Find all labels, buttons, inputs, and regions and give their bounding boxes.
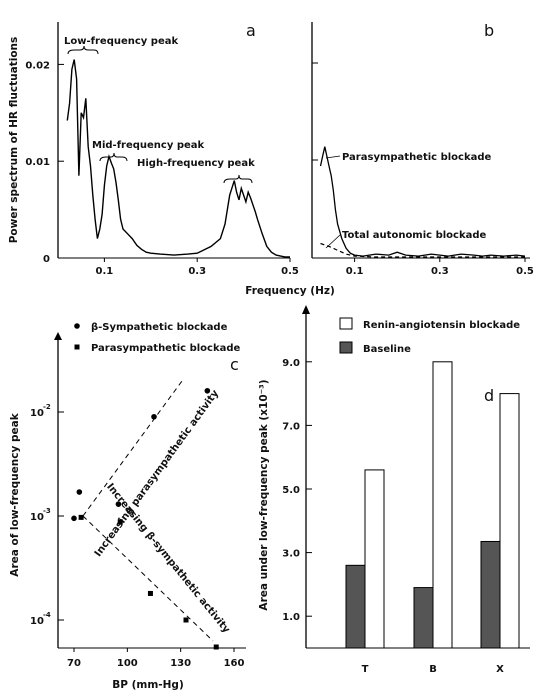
panel-c: c Area of low-frequency peak BP (mm-Hg) …: [9, 322, 246, 691]
panel-a-x-tick-label: 0.5: [281, 266, 299, 277]
increasing-parasympathetic-label: Increasing parasympathetic activity: [93, 388, 222, 559]
panel-d-y-ticks: 1.0 3.0 5.0 7.0 9.0: [282, 358, 312, 623]
legend-marker-parasympathetic: [74, 344, 80, 350]
panel-d-y-tick-label: 5.0: [282, 485, 300, 496]
panel-c-y-tick-exponent: -3: [43, 507, 51, 515]
panel-b-x-tick-label: 0.3: [431, 266, 449, 277]
panel-c-x-tick-label: 100: [117, 658, 138, 669]
legend-label-beta-sympathetic: β-Sympathetic blockade: [91, 322, 228, 333]
point-parasympathetic-blockade: [213, 644, 219, 650]
panel-a-y-tick-label: 0.01: [25, 157, 50, 168]
panel-c-ylabel: Area of low-frequency peak: [9, 412, 21, 576]
panel-c-x-tick-label: 160: [224, 658, 245, 669]
bar-renin-angiotensin-blockade: [499, 393, 520, 649]
panel-c-y-axis-arrow: [54, 332, 62, 340]
panel-c-label: c: [230, 355, 239, 374]
bar-baseline: [413, 587, 434, 649]
legend-label-renin: Renin-angiotensin blockade: [363, 320, 520, 331]
point-parasympathetic-blockade: [183, 617, 189, 623]
panel-c-y-tick-label: 10: [30, 408, 44, 419]
point-parasympathetic-blockade: [117, 519, 123, 525]
panel-d-category-label: B: [429, 664, 437, 675]
point-parasympathetic-blockade: [78, 514, 84, 520]
parasympathetic-trend-line: [82, 380, 183, 517]
bar-renin-angiotensin-blockade: [432, 361, 453, 649]
panel-d: d Area under low-frequency peak (x10⁻³) …: [258, 305, 530, 675]
point-beta-sympathetic-blockade: [71, 515, 77, 522]
bar-renin-angiotensin-blockade: [364, 469, 385, 649]
panel-d-y-axis-arrow: [302, 305, 310, 314]
panel-d-ylabel: Area under low-frequency peak (x10⁻³): [258, 379, 270, 610]
panel-c-legend: β-Sympathetic blockade Parasympathetic b…: [74, 322, 241, 354]
point-beta-sympathetic-blockade: [76, 489, 83, 495]
increasing-sympathetic-label: Increasing β-sympathetic activity: [104, 482, 232, 636]
panel-d-y-tick-label: 1.0: [282, 612, 300, 623]
panel-a-y-ticks: 0 0.01 0.02: [25, 60, 64, 265]
panel-d-category-label: X: [496, 664, 504, 675]
panel-b-x-tick-label: 0.5: [516, 266, 534, 277]
panel-a-spectrum-line: [66, 59, 290, 258]
point-beta-sympathetic-blockade: [115, 501, 122, 507]
panel-b: b 0.1 0.3 0.5 Parasympathetic blockade Tot…: [245, 21, 534, 297]
panel-b-label: b: [484, 21, 494, 40]
panel-c-x-tick-label: 130: [170, 658, 191, 669]
low-frequency-peak-brace: [67, 45, 99, 55]
panel-a-label: a: [246, 21, 256, 40]
panel-a-x-tick-label: 0.3: [188, 266, 206, 277]
panel-c-y-tick-exponent: -4: [43, 611, 51, 619]
panel-a-y-tick-label: 0: [43, 254, 50, 265]
panel-c-x-tick-label: 70: [67, 658, 81, 669]
panel-b-parasympathetic-line: [319, 146, 526, 257]
low-frequency-peak-label: Low-frequency peak: [64, 36, 178, 47]
high-frequency-peak-brace: [223, 174, 253, 184]
panel-c-y-ticks: 10-210-310-4: [30, 403, 64, 627]
bar-baseline: [480, 540, 501, 649]
panel-c-y-tick-label: 10: [30, 616, 44, 627]
total-autonomic-pointer: [325, 234, 341, 249]
legend-swatch-renin: [339, 317, 353, 330]
panel-d-legend: Renin-angiotensin blockade Baseline: [339, 317, 520, 355]
panel-c-xlabel: BP (mm-Hg): [112, 679, 184, 691]
panel-c-points: [71, 387, 219, 650]
point-parasympathetic-blockade: [147, 590, 153, 596]
panel-d-y-tick-label: 7.0: [282, 421, 300, 432]
panel-d-label: d: [484, 386, 494, 405]
point-beta-sympathetic-blockade: [151, 413, 157, 420]
legend-label-baseline: Baseline: [363, 344, 411, 355]
bar-baseline: [345, 564, 366, 649]
point-beta-sympathetic-blockade: [204, 387, 211, 394]
panel-d-category-label: T: [362, 664, 369, 675]
legend-label-parasympathetic: Parasympathetic blockade: [91, 343, 241, 354]
panel-a-x-tick-label: 0.1: [96, 266, 114, 277]
panel-a-y-tick-label: 0.02: [25, 60, 50, 71]
mid-frequency-peak-label: Mid-frequency peak: [92, 140, 205, 151]
parasympathetic-pointer: [325, 155, 341, 159]
panel-d-y-tick-label: 3.0: [282, 549, 300, 560]
high-frequency-peak-label: High-frequency peak: [137, 158, 255, 169]
frequency-axis-label: Frequency (Hz): [245, 285, 335, 297]
panel-c-y-tick-exponent: -2: [43, 403, 51, 411]
panel-b-total-autonomic-line: [320, 242, 525, 258]
total-autonomic-blockade-label: Total autonomic blockade: [342, 230, 487, 241]
panel-a-x-ticks: 0.1 0.3 0.5: [96, 258, 299, 277]
panel-d-y-tick-label: 9.0: [282, 358, 300, 369]
panel-b-x-tick-label: 0.1: [346, 266, 364, 277]
parasympathetic-blockade-label: Parasympathetic blockade: [342, 152, 492, 163]
sympathetic-trend-line: [82, 515, 214, 642]
panel-b-y-ticks: [312, 62, 318, 161]
panel-c-y-tick-label: 10: [30, 512, 44, 523]
mid-frequency-peak-brace: [99, 152, 128, 162]
panel-a: a Power spectrum of HR fluctuations 0 0.0…: [8, 21, 299, 277]
panel-c-x-ticks: 70 100 130 160: [67, 648, 244, 669]
panel-a-ylabel: Power spectrum of HR fluctuations: [8, 37, 20, 244]
legend-swatch-baseline: [339, 341, 353, 354]
panel-b-x-ticks: 0.1 0.3 0.5: [346, 258, 534, 277]
legend-marker-beta-sympathetic: [74, 323, 80, 329]
